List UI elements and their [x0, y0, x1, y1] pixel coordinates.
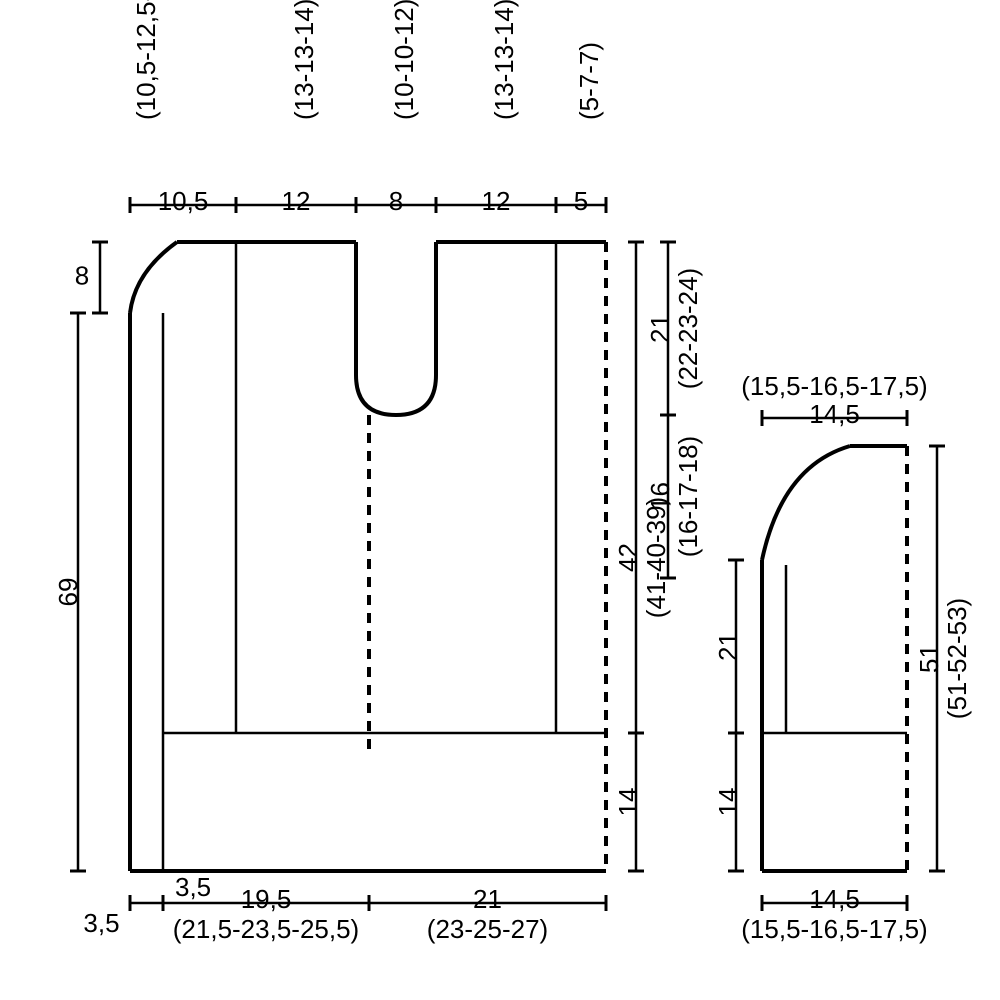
svg-text:(15,5-16,5-17,5): (15,5-16,5-17,5) [741, 914, 927, 944]
svg-text:3,5: 3,5 [175, 872, 211, 902]
svg-text:69: 69 [53, 578, 83, 607]
svg-text:12: 12 [282, 186, 311, 216]
svg-text:(10-10-12): (10-10-12) [389, 0, 419, 120]
svg-text:8: 8 [75, 260, 89, 290]
svg-text:(5-7-7): (5-7-7) [574, 42, 604, 120]
svg-text:10,5: 10,5 [158, 186, 209, 216]
svg-text:(13-13-14): (13-13-14) [489, 0, 519, 120]
svg-text:21: 21 [713, 632, 743, 661]
svg-text:(16-17-18): (16-17-18) [673, 436, 703, 557]
schematic-diagram: 10,5 12 8 12 5 (10,5-12,5-12,5) (13-13-14) (10-… [0, 0, 1000, 1000]
svg-text:(22-23-24): (22-23-24) [673, 268, 703, 389]
svg-text:14,5: 14,5 [809, 399, 860, 429]
svg-text:5: 5 [574, 186, 588, 216]
svg-text:(21,5-23,5-25,5): (21,5-23,5-25,5) [173, 914, 359, 944]
svg-text:(10,5-12,5-12,5): (10,5-12,5-12,5) [131, 0, 161, 120]
svg-text:42: 42 [613, 543, 643, 572]
svg-text:(13-13-14): (13-13-14) [289, 0, 319, 120]
svg-text:16: 16 [645, 482, 675, 511]
svg-text:14: 14 [713, 788, 743, 817]
svg-text:12: 12 [482, 186, 511, 216]
svg-text:3,5: 3,5 [83, 908, 119, 938]
svg-text:21: 21 [645, 314, 675, 343]
svg-text:(15,5-16,5-17,5): (15,5-16,5-17,5) [741, 371, 927, 401]
svg-text:(23-25-27): (23-25-27) [427, 914, 548, 944]
svg-text:14,5: 14,5 [809, 884, 860, 914]
svg-text:51: 51 [914, 644, 944, 673]
svg-text:19,5: 19,5 [241, 884, 292, 914]
svg-text:21: 21 [473, 884, 502, 914]
svg-text:(51-52-53): (51-52-53) [942, 598, 972, 719]
svg-text:8: 8 [389, 186, 403, 216]
svg-text:(41-40-39): (41-40-39) [641, 497, 671, 618]
svg-text:14: 14 [613, 788, 643, 817]
